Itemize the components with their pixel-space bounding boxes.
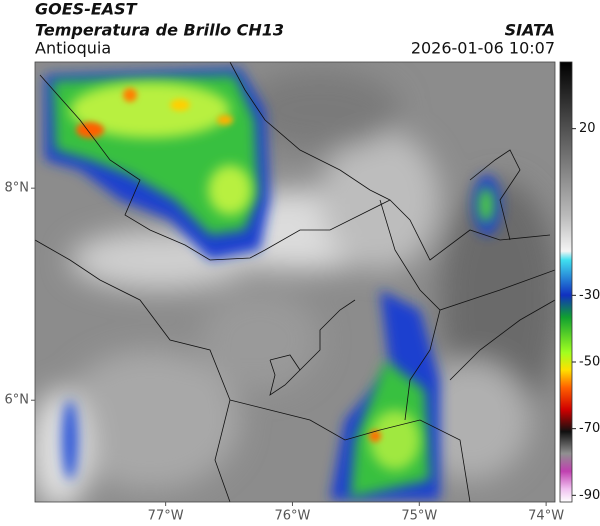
colorbar-tick-label: -70	[579, 421, 600, 436]
region: Antioquia	[35, 39, 111, 58]
datetime: 2026-01-06 10:07	[411, 39, 555, 58]
source: SIATA	[505, 21, 555, 40]
subtitle: Temperatura de Brillo CH13	[35, 21, 284, 40]
colorbar-tick-label: -50	[579, 355, 600, 370]
colorbar	[559, 61, 573, 503]
x-tick-label: 76°W	[275, 509, 311, 524]
colorbar-tick-label: -30	[579, 288, 600, 303]
y-tick-label: 6°N	[5, 393, 30, 408]
map-frame	[34, 61, 556, 503]
x-tick-label: 77°W	[148, 509, 184, 524]
satellite-image	[35, 62, 555, 502]
colorbar-tick-label: 20	[579, 121, 596, 136]
y-tick-label: 8°N	[5, 181, 30, 196]
title: GOES-EAST	[35, 0, 138, 19]
x-tick-label: 75°W	[401, 509, 437, 524]
x-tick-label: 74°W	[528, 509, 564, 524]
colorbar-tick-label: -90	[579, 488, 600, 503]
